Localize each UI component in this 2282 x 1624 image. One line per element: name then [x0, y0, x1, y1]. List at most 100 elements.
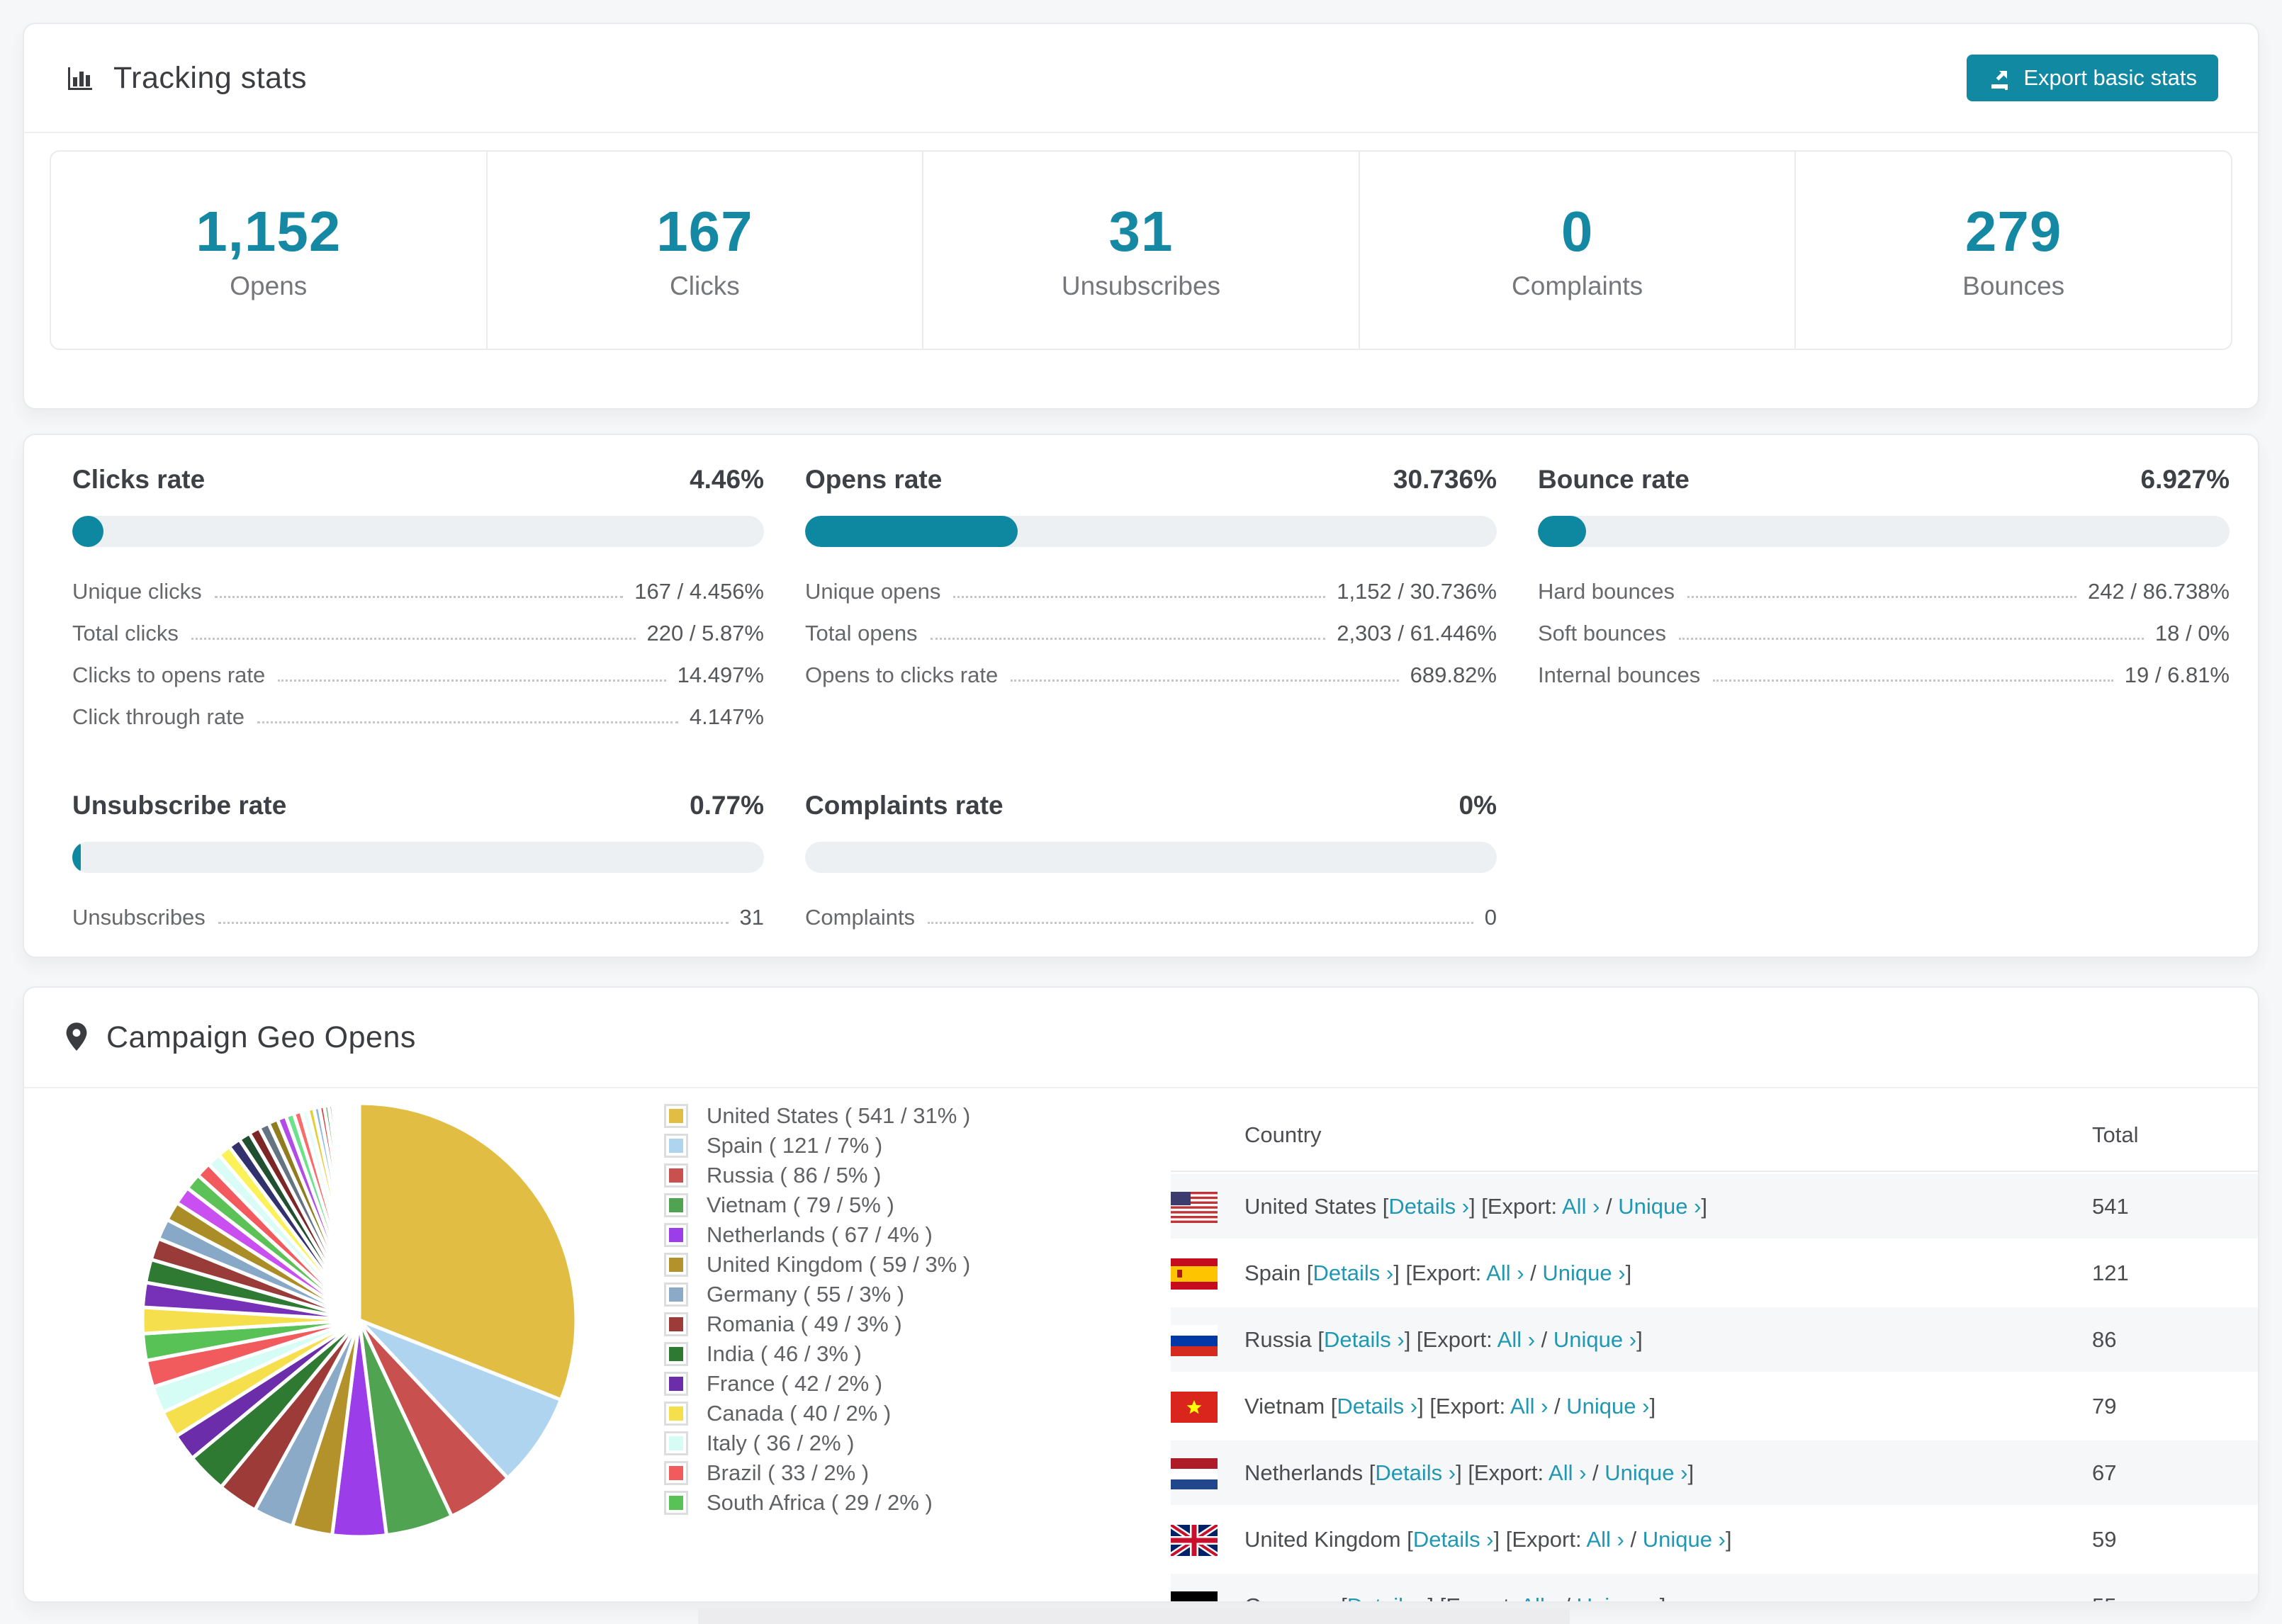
export-unique-link[interactable]: Unique ›	[1553, 1326, 1637, 1352]
bracket-text: ]	[1636, 1326, 1643, 1352]
page-title: Tracking stats	[64, 61, 307, 96]
rate-row-value: 14.497%	[677, 662, 764, 687]
dotted-leader	[191, 638, 636, 640]
geo-table-header: Country Total	[1171, 1101, 2258, 1172]
summary-stat-value: 0	[1561, 200, 1594, 263]
rate-row-value: 689.82%	[1410, 662, 1497, 687]
dotted-leader	[1687, 596, 2077, 598]
bracket-text: ]	[1687, 1460, 1694, 1485]
country-name: Germany [	[1244, 1594, 1347, 1602]
table-row: United States [Details ›] [Export: All ›…	[1171, 1172, 2258, 1239]
legend-item: Canada ( 40 / 2% )	[664, 1399, 970, 1428]
dotted-leader	[214, 596, 624, 598]
export-all-link[interactable]: All ›	[1497, 1326, 1536, 1352]
total-cell: 59	[2092, 1526, 2117, 1552]
rates-card: Clicks rate 4.46% Unique clicks 167 / 4.456…	[23, 434, 2259, 958]
export-button-label: Export basic stats	[2023, 65, 2197, 90]
rate-title: Unsubscribe rate	[72, 791, 287, 820]
details-link[interactable]: Details ›	[1337, 1393, 1418, 1419]
details-link[interactable]: Details ›	[1375, 1460, 1456, 1485]
rate-row: Clicks to opens rate 14.497%	[72, 646, 764, 688]
dotted-leader	[953, 596, 1326, 598]
geo-card-title: Campaign Geo Opens	[64, 1020, 416, 1055]
details-link[interactable]: Details ›	[1313, 1260, 1394, 1285]
dotted-leader	[1011, 680, 1399, 682]
export-unique-link[interactable]: Unique ›	[1604, 1460, 1688, 1485]
export-all-link[interactable]: All ›	[1586, 1526, 1624, 1552]
export-unique-link[interactable]: Unique ›	[1566, 1393, 1650, 1419]
country-name: Russia [	[1244, 1326, 1324, 1352]
geo-table-header-country: Country	[1244, 1122, 1322, 1147]
legend-label: Canada ( 40 / 2% )	[707, 1401, 892, 1426]
rate-row: Total opens 2,303 / 61.446%	[805, 604, 1497, 646]
rate-row: Opens to clicks rate 689.82%	[805, 646, 1497, 688]
details-link[interactable]: Details ›	[1412, 1526, 1494, 1552]
rate-block: Unsubscribe rate 0.77% Unsubscribes 31	[72, 791, 764, 930]
geo-card-title-text: Campaign Geo Opens	[106, 1020, 416, 1054]
geo-card-divider	[24, 1087, 2258, 1088]
country-cell: Russia [Details ›] [Export: All › / Uniq…	[1244, 1327, 1643, 1353]
rate-block-header: Complaints rate 0%	[805, 791, 1497, 821]
export-unique-link[interactable]: Unique ›	[1642, 1526, 1726, 1552]
nl-flag-icon	[1171, 1458, 1218, 1489]
export-icon	[1991, 71, 2008, 90]
rate-block-header: Unsubscribe rate 0.77%	[72, 791, 764, 821]
details-link[interactable]: Details ›	[1388, 1193, 1470, 1219]
rate-row-value: 4.147%	[689, 704, 764, 729]
legend-item: South Africa ( 29 / 2% )	[664, 1488, 970, 1518]
rate-row-label: Hard bounces	[1538, 579, 1675, 604]
country-name: Vietnam [	[1244, 1393, 1337, 1419]
rate-row: Internal bounces 19 / 6.81%	[1538, 646, 2230, 688]
rate-row: Hard bounces 242 / 86.738%	[1538, 563, 2230, 604]
slash-text: /	[1558, 1594, 1577, 1602]
export-basic-stats-button[interactable]: Export basic stats	[1967, 55, 2218, 101]
details-link[interactable]: Details ›	[1323, 1326, 1405, 1352]
summary-stat-cell: 279 Bounces	[1796, 152, 2231, 349]
table-row: Germany [Details ›] [Export: All › / Uni…	[1171, 1572, 2258, 1602]
rates-grid: Clicks rate 4.46% Unique clicks 167 / 4.456…	[24, 435, 2258, 930]
rate-row-label: Clicks to opens rate	[72, 662, 266, 687]
rate-row-value: 220 / 5.87%	[646, 621, 764, 645]
rate-row: Unique clicks 167 / 4.456%	[72, 563, 764, 604]
horizontal-scrollbar[interactable]	[698, 1608, 1570, 1624]
progress-bar	[72, 842, 764, 873]
vn-flag-icon	[1171, 1392, 1218, 1423]
country-cell: Netherlands [Details ›] [Export: All › /…	[1244, 1460, 1694, 1486]
export-all-link[interactable]: All ›	[1562, 1193, 1600, 1219]
summary-stat-label: Bounces	[1962, 271, 2065, 300]
export-all-link[interactable]: All ›	[1510, 1393, 1548, 1419]
geo-pie-chart	[136, 1097, 583, 1543]
legend-swatch	[664, 1491, 688, 1515]
export-unique-link[interactable]: Unique ›	[1542, 1260, 1626, 1285]
table-row: United Kingdom [Details ›] [Export: All …	[1171, 1505, 2258, 1572]
legend-label: United Kingdom ( 59 / 3% )	[707, 1252, 971, 1277]
legend-item: Russia ( 86 / 5% )	[664, 1161, 970, 1190]
country-name: United Kingdom [	[1244, 1526, 1413, 1552]
geo-content: United States ( 541 / 31% ) Spain ( 121 /…	[24, 1088, 2258, 1601]
export-all-link[interactable]: All ›	[1520, 1594, 1558, 1602]
legend-swatch	[664, 1342, 688, 1366]
bracket-text: ]	[1660, 1594, 1666, 1602]
total-cell: 55	[2092, 1594, 2116, 1602]
bracket-text: ]	[1725, 1526, 1732, 1552]
export-all-link[interactable]: All ›	[1548, 1460, 1587, 1485]
rate-row-value: 19 / 6.81%	[2124, 662, 2230, 687]
rate-row: Unique opens 1,152 / 30.736%	[805, 563, 1497, 604]
bracket-text: ] [Export:	[1404, 1326, 1497, 1352]
export-unique-link[interactable]: Unique ›	[1577, 1594, 1660, 1602]
rate-row-label: Click through rate	[72, 704, 244, 729]
total-cell: 79	[2092, 1393, 2117, 1419]
rate-percent: 0%	[1458, 791, 1497, 820]
summary-stat-value: 31	[1108, 200, 1174, 263]
details-link[interactable]: Details ›	[1347, 1594, 1428, 1602]
rate-rows: Unique opens 1,152 / 30.736% Total opens 2,…	[805, 563, 1497, 688]
bracket-text: ] [Export:	[1469, 1193, 1562, 1219]
export-all-link[interactable]: All ›	[1486, 1260, 1524, 1285]
country-cell: Vietnam [Details ›] [Export: All › / Uni…	[1244, 1394, 1656, 1419]
geo-legend: United States ( 541 / 31% ) Spain ( 121 /…	[664, 1101, 970, 1518]
rate-row-label: Unique opens	[805, 579, 941, 604]
us-flag-icon	[1171, 1192, 1218, 1223]
progress-bar-fill	[805, 516, 1018, 547]
export-unique-link[interactable]: Unique ›	[1618, 1193, 1702, 1219]
rate-row-value: 167 / 4.456%	[634, 579, 764, 604]
